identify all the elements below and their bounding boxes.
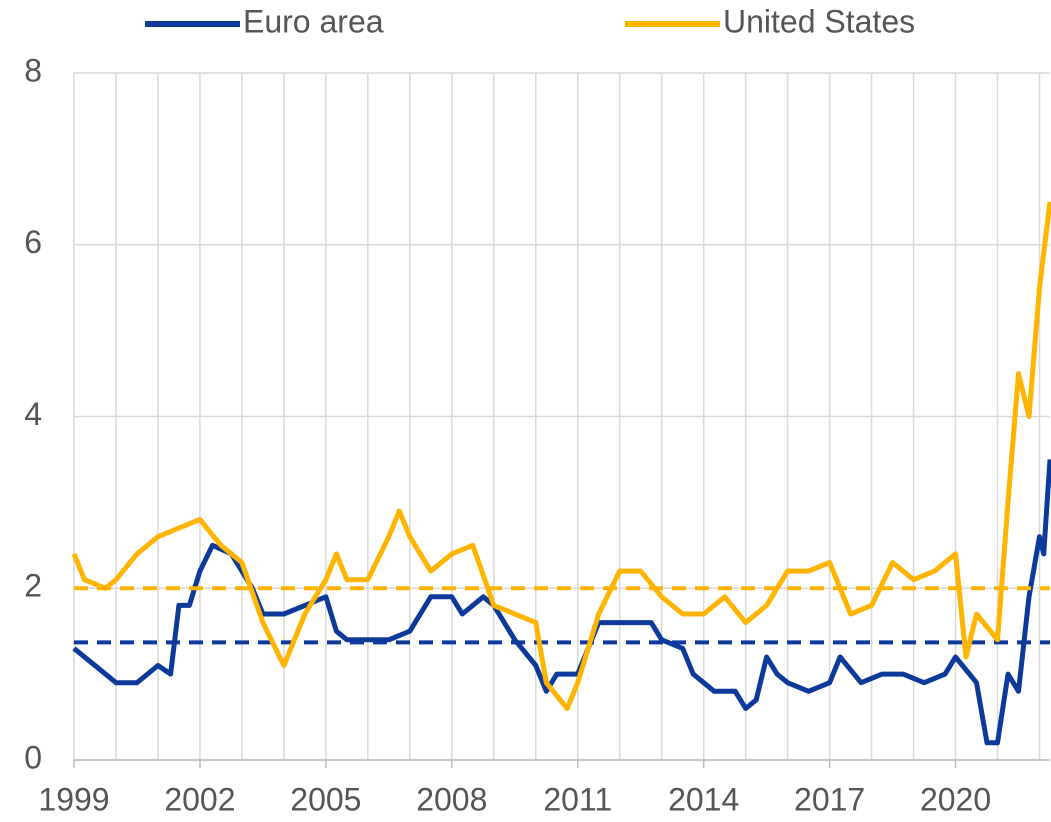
y-tick-label: 0 [24,739,42,775]
x-tick-label: 2020 [920,781,991,817]
x-tick-label: 2005 [290,781,361,817]
x-tick-label: 2011 [543,781,612,817]
x-tick-label: 2014 [668,781,739,817]
x-tick-label: 2008 [416,781,487,817]
x-tick-label: 2017 [794,781,865,817]
y-tick-label: 6 [24,224,42,260]
y-tick-label: 2 [24,568,42,604]
y-tick-label: 4 [24,396,42,432]
series-line [71,201,1051,711]
x-tick-label: 1999 [38,781,109,817]
x-tick-label: 2002 [164,781,235,817]
legend-label: Euro area [243,3,384,39]
y-tick-label: 8 [24,52,42,88]
legend-label: United States [723,3,915,39]
